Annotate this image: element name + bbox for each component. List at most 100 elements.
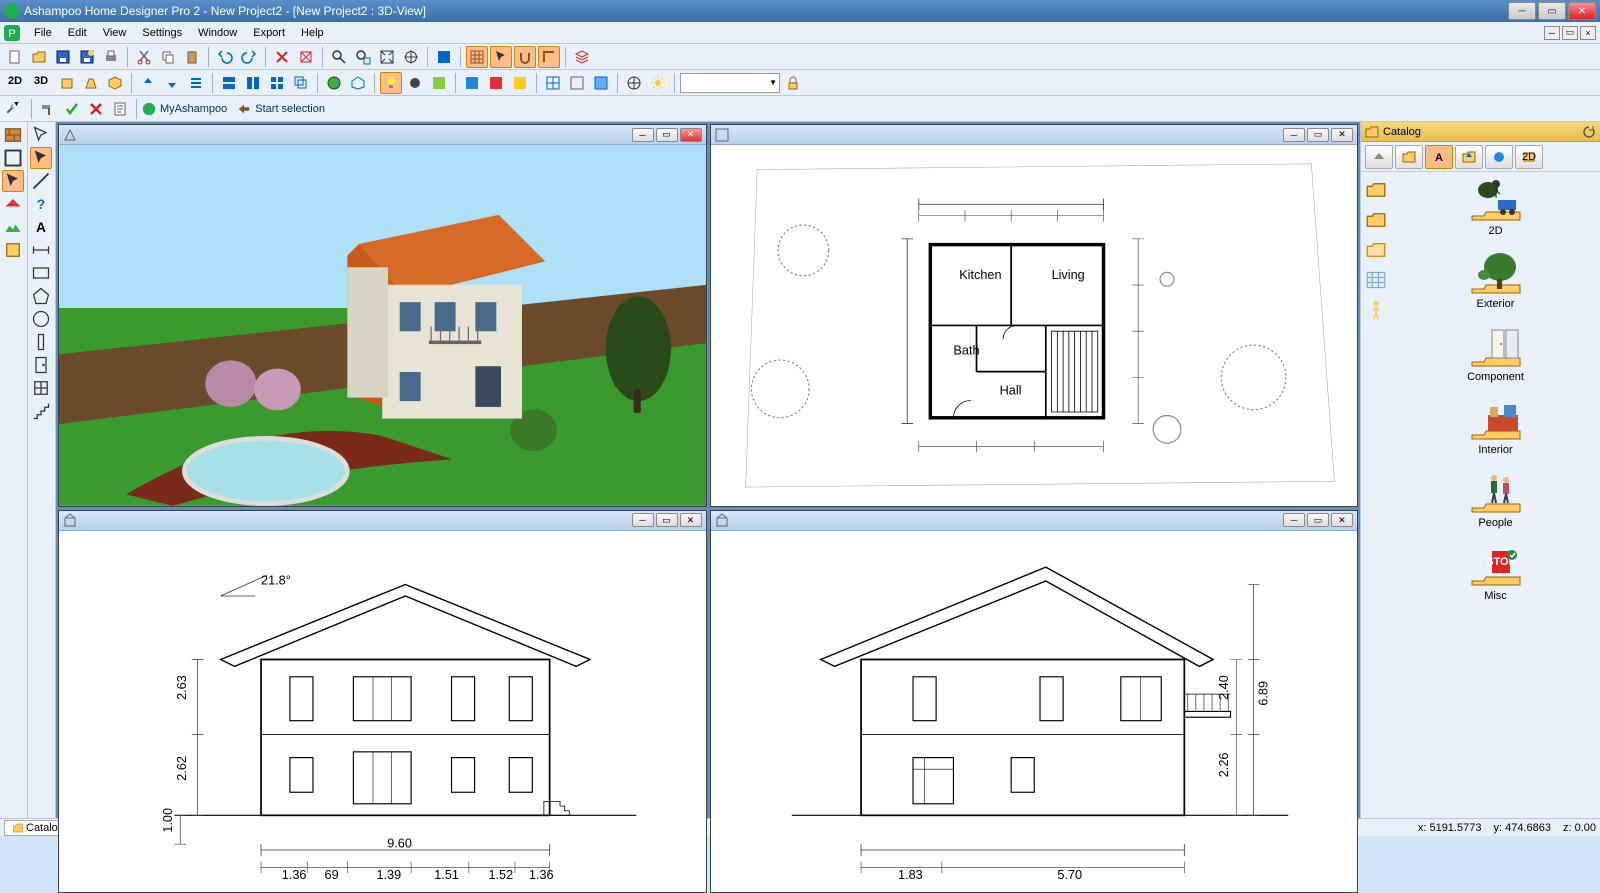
catalog-item-2d[interactable]: 2D bbox=[1456, 178, 1536, 237]
light-button[interactable] bbox=[380, 72, 402, 94]
stair-button[interactable] bbox=[30, 400, 52, 422]
floor-up-button[interactable] bbox=[137, 72, 159, 94]
catalog-item-interior[interactable]: Interior bbox=[1456, 397, 1536, 456]
hidden-button[interactable] bbox=[566, 72, 588, 94]
catalog-view2-button[interactable] bbox=[1455, 145, 1483, 169]
pane-plan-close-button[interactable]: ✕ bbox=[1331, 128, 1353, 142]
pane-3d-body[interactable] bbox=[59, 145, 706, 506]
room-tool-button[interactable] bbox=[2, 147, 24, 169]
shadow-button[interactable] bbox=[404, 72, 426, 94]
start-selection-link[interactable]: Start selection bbox=[237, 102, 325, 116]
myashampoo-link[interactable]: MyAshampoo bbox=[142, 102, 227, 116]
select-tool-button[interactable] bbox=[2, 170, 24, 192]
catalog-item-exterior[interactable]: Exterior bbox=[1456, 251, 1536, 310]
print-button[interactable] bbox=[100, 46, 122, 68]
color-yellow-button[interactable] bbox=[509, 72, 531, 94]
delete2-button[interactable] bbox=[295, 46, 317, 68]
catalog-item-people[interactable]: People bbox=[1456, 470, 1536, 529]
floor-list-button[interactable] bbox=[185, 72, 207, 94]
circle-button[interactable] bbox=[30, 308, 52, 330]
catalog-home-button[interactable] bbox=[1395, 145, 1423, 169]
snap-button[interactable] bbox=[514, 46, 536, 68]
pane-plan-minimize-button[interactable]: ─ bbox=[1283, 128, 1305, 142]
pane-3d-minimize-button[interactable]: ─ bbox=[632, 128, 654, 142]
close-button[interactable]: ✕ bbox=[1568, 2, 1596, 20]
catalog-view3-button[interactable] bbox=[1485, 145, 1513, 169]
perspective-button[interactable] bbox=[623, 72, 645, 94]
pan-button[interactable] bbox=[400, 46, 422, 68]
pane-3d-maximize-button[interactable]: ▭ bbox=[656, 128, 678, 142]
minimize-button[interactable]: ─ bbox=[1508, 2, 1536, 20]
menu-help[interactable]: Help bbox=[293, 25, 332, 41]
menu-window[interactable]: Window bbox=[190, 25, 245, 41]
roof-tool-button[interactable] bbox=[2, 193, 24, 215]
cancel-button[interactable] bbox=[85, 98, 107, 120]
maximize-button[interactable]: ▭ bbox=[1538, 2, 1566, 20]
catalog-item-component[interactable]: Component bbox=[1456, 324, 1536, 383]
menu-view[interactable]: View bbox=[95, 25, 135, 41]
text-button[interactable]: A bbox=[30, 216, 52, 238]
view-iso-button[interactable] bbox=[104, 72, 126, 94]
column-button[interactable] bbox=[30, 331, 52, 353]
line-button[interactable] bbox=[30, 170, 52, 192]
new-button[interactable] bbox=[4, 46, 26, 68]
undo-button[interactable] bbox=[214, 46, 236, 68]
pane-plan-maximize-button[interactable]: ▭ bbox=[1307, 128, 1329, 142]
shaded-button[interactable] bbox=[590, 72, 612, 94]
polygon-button[interactable] bbox=[30, 285, 52, 307]
pointer2-button[interactable] bbox=[30, 147, 52, 169]
floor-down-button[interactable] bbox=[161, 72, 183, 94]
pane-ef-close-button[interactable]: ✕ bbox=[680, 513, 702, 527]
view-2d-button[interactable]: 2D bbox=[4, 72, 28, 94]
pane-es-maximize-button[interactable]: ▭ bbox=[1307, 513, 1329, 527]
cursor-button[interactable] bbox=[490, 46, 512, 68]
tile-4-button[interactable] bbox=[266, 72, 288, 94]
scale-combo[interactable]: ▼ bbox=[680, 73, 780, 93]
saveas-button[interactable] bbox=[76, 46, 98, 68]
mdi-minimize-button[interactable]: ─ bbox=[1544, 26, 1560, 40]
terrain-tool-button[interactable] bbox=[2, 216, 24, 238]
window-button[interactable] bbox=[30, 377, 52, 399]
delete-button[interactable] bbox=[271, 46, 293, 68]
color-red-button[interactable] bbox=[485, 72, 507, 94]
pane-floorplan-body[interactable]: Kitchen Living Bath Hall bbox=[711, 145, 1358, 506]
refresh-icon[interactable] bbox=[1582, 125, 1596, 139]
zoom-button[interactable] bbox=[328, 46, 350, 68]
cascade-button[interactable] bbox=[290, 72, 312, 94]
pane-ef-maximize-button[interactable]: ▭ bbox=[656, 513, 678, 527]
tile-v-button[interactable] bbox=[242, 72, 264, 94]
pane-es-minimize-button[interactable]: ─ bbox=[1283, 513, 1305, 527]
color-blue-button[interactable] bbox=[461, 72, 483, 94]
open-button[interactable] bbox=[28, 46, 50, 68]
texture-button[interactable] bbox=[428, 72, 450, 94]
menu-edit[interactable]: Edit bbox=[60, 25, 95, 41]
catalog-grid-button[interactable] bbox=[1364, 268, 1388, 292]
pane-elev-side-body[interactable]: 6.89 2.40 2.26 1.83 5.70 bbox=[711, 531, 1358, 892]
tile-h-button[interactable] bbox=[218, 72, 240, 94]
pane-3d-close-button[interactable]: ✕ bbox=[680, 128, 702, 142]
help-button[interactable]: ? bbox=[30, 193, 52, 215]
sun-button[interactable] bbox=[647, 72, 669, 94]
menu-file[interactable]: File bbox=[26, 25, 60, 41]
catalog-folder1-button[interactable] bbox=[1364, 178, 1388, 202]
menu-export[interactable]: Export bbox=[245, 25, 293, 41]
cut-button[interactable] bbox=[133, 46, 155, 68]
catalog-person-button[interactable] bbox=[1364, 298, 1388, 322]
copy-button[interactable] bbox=[157, 46, 179, 68]
catalog-item-misc[interactable]: STOP Misc bbox=[1456, 543, 1536, 602]
pane-es-close-button[interactable]: ✕ bbox=[1331, 513, 1353, 527]
render-button[interactable] bbox=[323, 72, 345, 94]
hammer-button[interactable] bbox=[37, 98, 59, 120]
ortho-button[interactable] bbox=[538, 46, 560, 68]
mdi-restore-button[interactable]: ▭ bbox=[1562, 26, 1578, 40]
catalog-up-button[interactable] bbox=[1365, 145, 1393, 169]
catalog-folder2-button[interactable] bbox=[1364, 208, 1388, 232]
tools-wrench-button[interactable]: ▼ bbox=[4, 98, 26, 120]
pane-ef-minimize-button[interactable]: ─ bbox=[632, 513, 654, 527]
view-front-button[interactable] bbox=[56, 72, 78, 94]
mdi-close-button[interactable]: × bbox=[1580, 26, 1596, 40]
layers-button[interactable] bbox=[571, 46, 593, 68]
catalog-view1-button[interactable]: A bbox=[1425, 145, 1453, 169]
object-tool-button[interactable] bbox=[2, 239, 24, 261]
dimension-button[interactable] bbox=[30, 239, 52, 261]
